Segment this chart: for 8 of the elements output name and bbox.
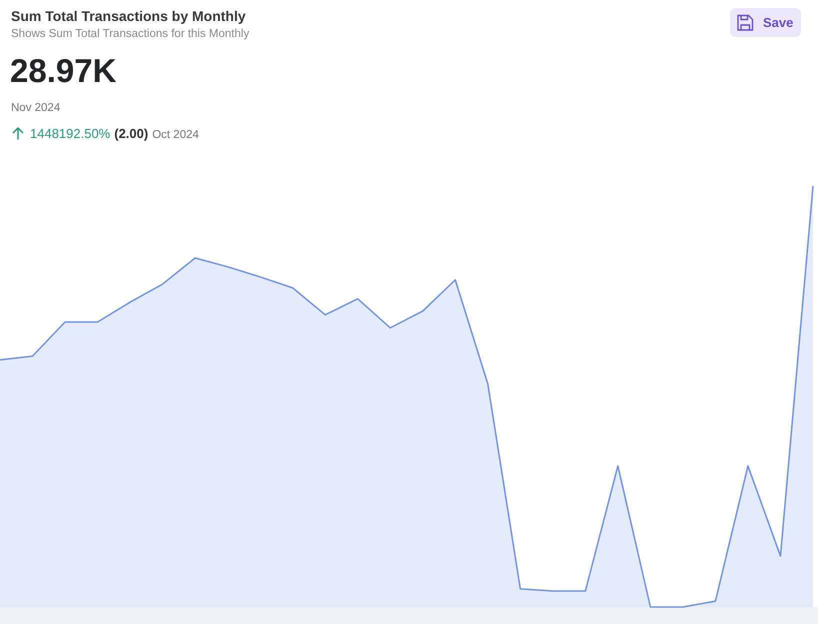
chart-title: Sum Total Transactions by Monthly [11,8,246,24]
chart-subtitle: Shows Sum Total Transactions for this Monthly [11,28,250,40]
text: Oct 2024 [152,129,200,141]
text: 28.97K [10,52,117,89]
text: 1448192.50% [30,126,111,141]
text: (2.00) [114,126,148,141]
text: Nov 2024 [11,102,61,114]
text: Save [763,15,794,30]
